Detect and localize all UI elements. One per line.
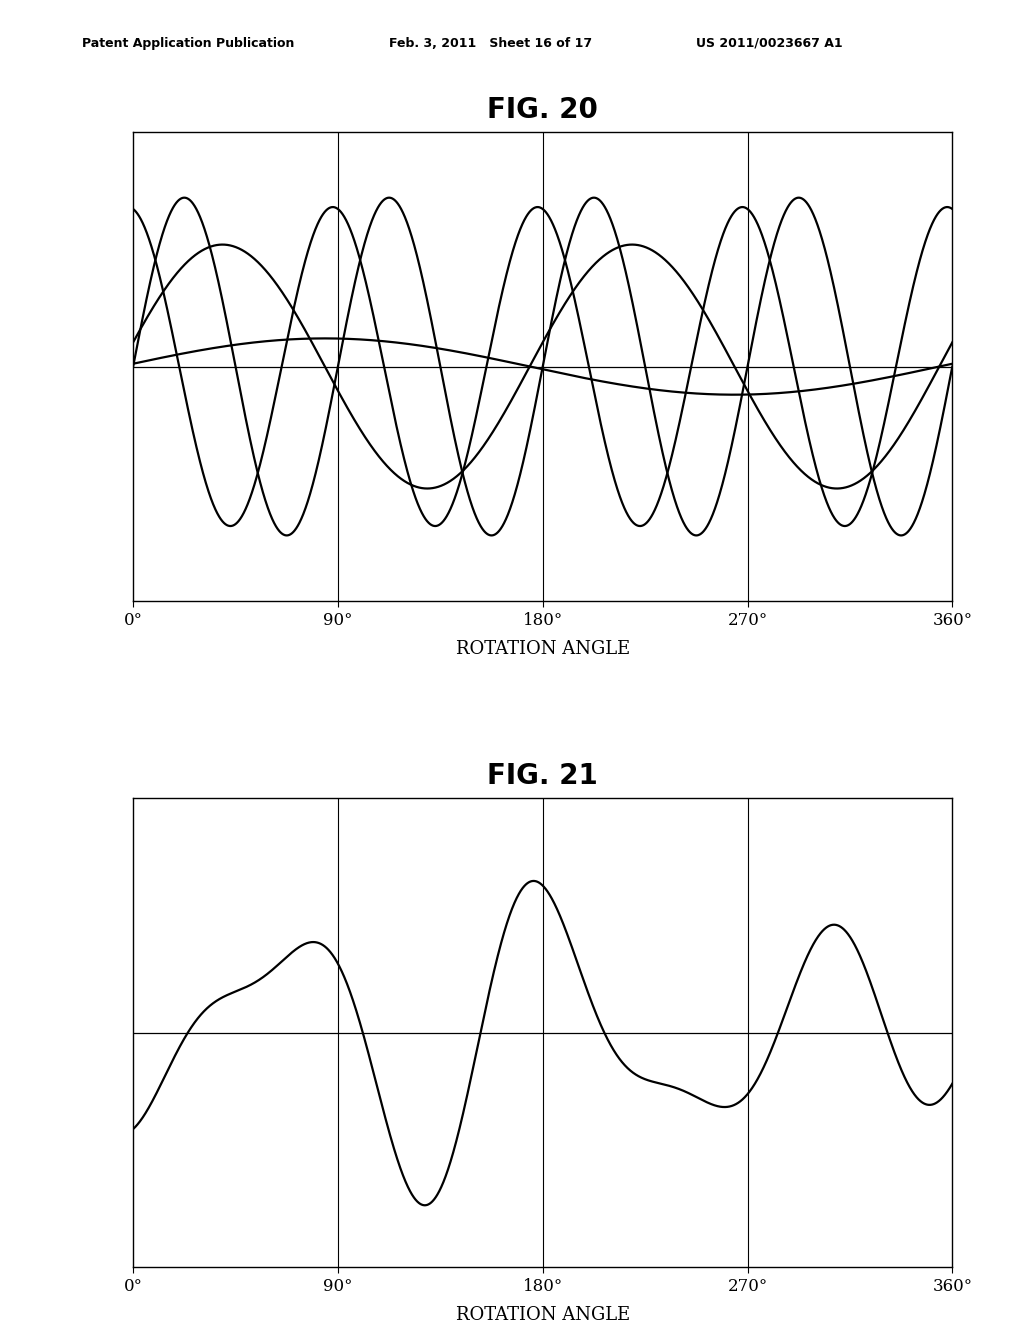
Text: Feb. 3, 2011   Sheet 16 of 17: Feb. 3, 2011 Sheet 16 of 17 (389, 37, 592, 50)
Text: Patent Application Publication: Patent Application Publication (82, 37, 294, 50)
Text: US 2011/0023667 A1: US 2011/0023667 A1 (696, 37, 843, 50)
X-axis label: ROTATION ANGLE: ROTATION ANGLE (456, 640, 630, 657)
Title: FIG. 20: FIG. 20 (487, 96, 598, 124)
X-axis label: ROTATION ANGLE: ROTATION ANGLE (456, 1305, 630, 1320)
Title: FIG. 21: FIG. 21 (487, 762, 598, 791)
